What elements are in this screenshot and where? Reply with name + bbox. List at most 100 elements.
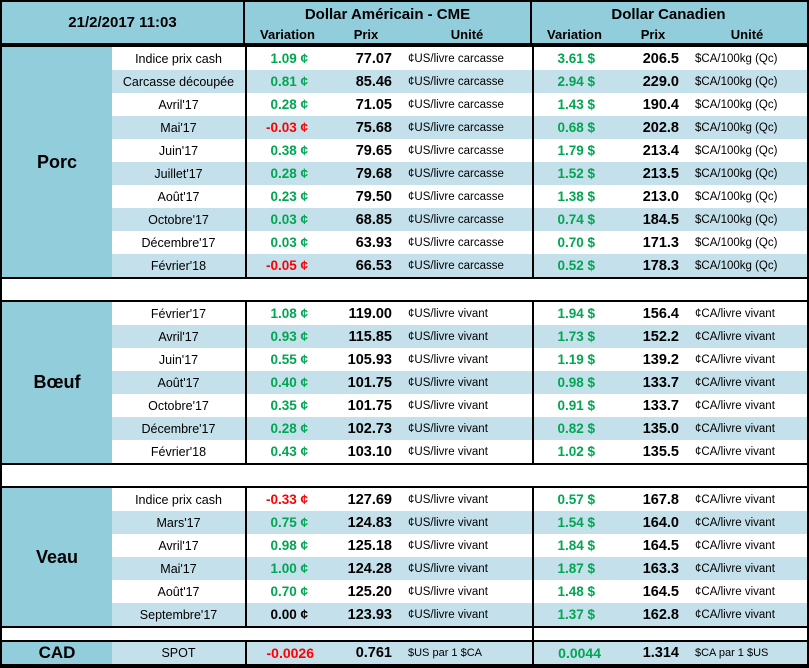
ca-prix: 152.2 <box>642 328 679 345</box>
ca-unit: ¢CA/livre vivant <box>695 585 775 598</box>
row-label: Août'17 <box>157 584 200 599</box>
us-prix: 71.05 <box>355 96 392 113</box>
table-row: Août'17 0.40 ¢ 101.75 ¢US/livre vivant 0… <box>112 371 807 394</box>
us-prix: 68.85 <box>355 211 392 228</box>
table-row: Carcasse découpée 0.81 ¢ 85.46 ¢US/livre… <box>112 70 807 93</box>
table-row: Août'17 0.70 ¢ 125.20 ¢US/livre vivant 1… <box>112 580 807 603</box>
us-variation: 1.09 ¢ <box>245 47 330 70</box>
section-label: Porc <box>2 47 112 277</box>
us-unit: ¢US/livre carcasse <box>408 98 504 111</box>
us-unit: ¢US/livre vivant <box>408 330 488 343</box>
ca-variation: 3.61 $ <box>532 47 617 70</box>
section-block: Veau Indice prix cash -0.33 ¢ 127.69 ¢US… <box>2 486 807 628</box>
ca-unit: ¢CA/livre vivant <box>695 330 775 343</box>
us-unit: ¢US/livre vivant <box>408 376 488 389</box>
table-row: Avril'17 0.28 ¢ 71.05 ¢US/livre carcasse… <box>112 93 807 116</box>
ca-variation: 0.91 $ <box>532 394 617 417</box>
us-unit: ¢US/livre carcasse <box>408 167 504 180</box>
ca-variation: 1.94 $ <box>532 302 617 325</box>
ca-prix: 229.0 <box>642 73 679 90</box>
ca-unit: ¢CA/livre vivant <box>695 562 775 575</box>
ca-variation: 0.82 $ <box>532 417 617 440</box>
ca-variation: 1.87 $ <box>532 557 617 580</box>
ca-prix: 156.4 <box>642 305 679 322</box>
ca-variation: 1.19 $ <box>532 348 617 371</box>
row-label: Février'17 <box>150 306 207 321</box>
table-row: Février'17 1.08 ¢ 119.00 ¢US/livre vivan… <box>112 302 807 325</box>
ca-unit: $CA/100kg (Qc) <box>695 236 778 249</box>
table-row: Février'18 0.43 ¢ 103.10 ¢US/livre vivan… <box>112 440 807 463</box>
us-variation: 0.43 ¢ <box>245 440 330 463</box>
ca-prix: 164.5 <box>642 583 679 600</box>
table-row: Juillet'17 0.28 ¢ 79.68 ¢US/livre carcas… <box>112 162 807 185</box>
us-prix: 102.73 <box>347 420 392 437</box>
us-prix: 127.69 <box>347 491 392 508</box>
table-row: Avril'17 0.98 ¢ 125.18 ¢US/livre vivant … <box>112 534 807 557</box>
cad-spot-label: SPOT <box>161 646 196 660</box>
table-row: Septembre'17 0.00 ¢ 123.93 ¢US/livre viv… <box>112 603 807 626</box>
us-prix: 103.10 <box>347 443 392 460</box>
ca-col-variation: Variation <box>547 27 602 42</box>
us-prix: 66.53 <box>355 257 392 274</box>
ca-prix: 162.8 <box>642 606 679 623</box>
row-label: Août'17 <box>157 375 200 390</box>
ca-unit: $CA/100kg (Qc) <box>695 190 778 203</box>
row-label: Mai'17 <box>160 120 197 135</box>
us-variation: 0.98 ¢ <box>245 534 330 557</box>
us-unit: ¢US/livre vivant <box>408 562 488 575</box>
us-prix: 79.50 <box>355 188 392 205</box>
us-unit: ¢US/livre carcasse <box>408 52 504 65</box>
group-divider-line <box>532 628 534 640</box>
us-unit: ¢US/livre vivant <box>408 493 488 506</box>
row-label: Février'18 <box>150 258 207 273</box>
ca-prix: 135.0 <box>642 420 679 437</box>
ca-variation: 0.57 $ <box>532 488 617 511</box>
row-label: Juillet'17 <box>154 166 203 181</box>
ca-unit: ¢CA/livre vivant <box>695 608 775 621</box>
us-unit: ¢US/livre carcasse <box>408 190 504 203</box>
us-unit: ¢US/livre vivant <box>408 422 488 435</box>
ca-prix: 206.5 <box>642 50 679 67</box>
ca-prix: 135.5 <box>642 443 679 460</box>
sections-container: Porc Indice prix cash 1.09 ¢ 77.07 ¢US/l… <box>2 45 807 628</box>
us-col-prix: Prix <box>353 27 379 42</box>
us-variation: 0.75 ¢ <box>245 511 330 534</box>
us-prix: 79.65 <box>355 142 392 159</box>
us-prix: 115.85 <box>348 328 392 345</box>
cad-us-unit: $US par 1 $CA <box>408 647 482 659</box>
us-col-unite: Unité <box>450 27 484 42</box>
table-row: Avril'17 0.93 ¢ 115.85 ¢US/livre vivant … <box>112 325 807 348</box>
ca-variation: 2.94 $ <box>532 70 617 93</box>
us-subheaders: Variation Prix Unité <box>245 26 530 43</box>
row-label: Septembre'17 <box>139 607 218 622</box>
section-label: Bœuf <box>2 302 112 463</box>
ca-col-prix: Prix <box>640 27 666 42</box>
ca-unit: $CA/100kg (Qc) <box>695 75 778 88</box>
row-label: Août'17 <box>157 189 200 204</box>
us-prix: 123.93 <box>347 606 392 623</box>
section-rows: Février'17 1.08 ¢ 119.00 ¢US/livre vivan… <box>112 302 807 463</box>
us-prix: 105.93 <box>347 351 392 368</box>
us-variation: 0.38 ¢ <box>245 139 330 162</box>
us-prix: 119.00 <box>348 305 392 322</box>
us-group-title: Dollar Américain - CME <box>304 5 471 23</box>
table-row: Juin'17 0.55 ¢ 105.93 ¢US/livre vivant 1… <box>112 348 807 371</box>
ca-variation: 0.74 $ <box>532 208 617 231</box>
table-row: Octobre'17 0.03 ¢ 68.85 ¢US/livre carcas… <box>112 208 807 231</box>
us-variation: -0.03 ¢ <box>245 116 330 139</box>
us-prix: 124.83 <box>347 514 392 531</box>
table-row: Mai'17 1.00 ¢ 124.28 ¢US/livre vivant 1.… <box>112 557 807 580</box>
ca-prix: 213.4 <box>642 142 679 159</box>
us-prix: 79.68 <box>355 165 392 182</box>
ca-prix: 213.0 <box>642 188 679 205</box>
ca-prix: 184.5 <box>642 211 679 228</box>
us-variation: 0.93 ¢ <box>245 325 330 348</box>
table-row: Indice prix cash 1.09 ¢ 77.07 ¢US/livre … <box>112 47 807 70</box>
ca-subheaders: Variation Prix Unité <box>532 26 805 43</box>
ca-unit: $CA/100kg (Qc) <box>695 167 778 180</box>
section-rows: Indice prix cash -0.33 ¢ 127.69 ¢US/livr… <box>112 488 807 626</box>
row-label: Indice prix cash <box>135 51 222 66</box>
row-label: Juin'17 <box>158 143 199 158</box>
us-prix: 63.93 <box>355 234 392 251</box>
row-label: Indice prix cash <box>135 492 222 507</box>
